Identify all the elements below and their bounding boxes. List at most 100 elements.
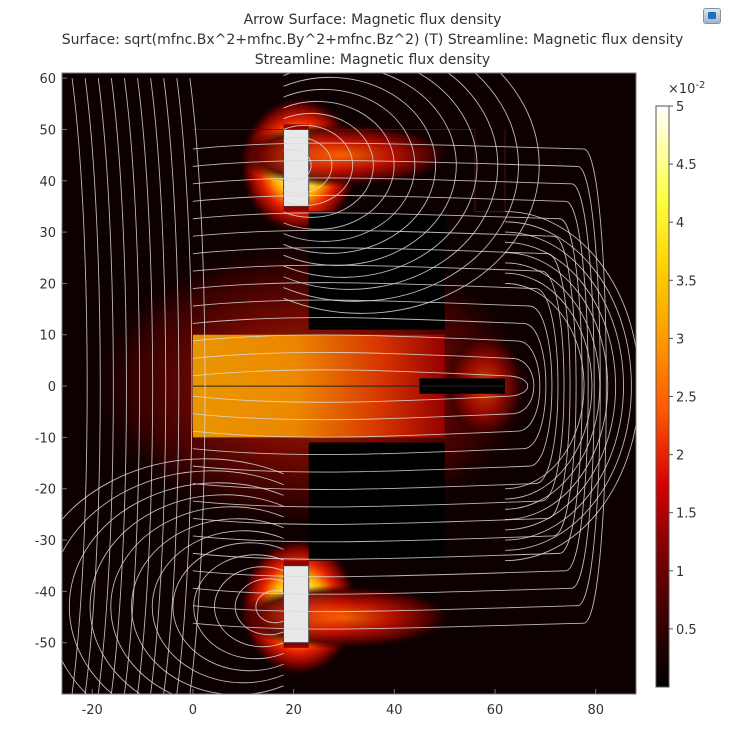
streamline — [283, 100, 395, 230]
streamline — [163, 78, 180, 694]
y-tick-label: -30 — [35, 534, 56, 549]
window-upper — [308, 211, 445, 330]
y-tick-label: 30 — [39, 226, 56, 241]
streamline — [505, 272, 593, 500]
streamline — [172, 542, 284, 672]
streamline — [131, 518, 284, 694]
streamline — [192, 177, 595, 595]
streamline — [505, 282, 585, 490]
streamline — [151, 530, 284, 684]
y-tick-label: 40 — [39, 175, 56, 190]
colorbar-tick-label: 4.5 — [676, 158, 697, 173]
colorbar-gradient — [655, 105, 670, 688]
streamline — [192, 194, 589, 578]
y-tick-label: -40 — [35, 585, 56, 600]
streamline — [505, 252, 609, 520]
streamline — [192, 351, 535, 421]
y-tick-label: 50 — [39, 123, 56, 138]
x-tick-label: 0 — [189, 703, 197, 718]
x-tick-label: 40 — [386, 703, 403, 718]
streamline — [505, 262, 601, 510]
streamline — [192, 247, 571, 525]
colorbar-tick-label: 4 — [676, 216, 684, 231]
streamline — [97, 78, 114, 694]
streamline — [255, 590, 284, 624]
streamline — [192, 229, 577, 543]
colorbar-tick-label: 2 — [676, 449, 684, 464]
streamline — [84, 78, 101, 694]
streamline — [192, 369, 528, 403]
streamline — [505, 231, 624, 541]
x-tick-label: 60 — [487, 703, 504, 718]
colorbar-tick-label: 2.5 — [676, 391, 697, 406]
streamline — [110, 78, 127, 694]
x-tick-label: 80 — [587, 703, 604, 718]
x-tick-label: 20 — [285, 703, 302, 718]
colorbar-ticks: 5 4.5 4 3.5 3 2.5 2 1.5 1 0.5 — [669, 100, 697, 638]
streamline — [283, 136, 333, 194]
streamline — [192, 334, 541, 438]
streamline — [89, 494, 284, 694]
y-tick-label: 60 — [39, 72, 56, 87]
y-tick-label: 20 — [39, 277, 56, 292]
coil-upper-cap — [283, 124, 309, 130]
streamline — [123, 78, 140, 694]
colorbar: ×10-2 5 4.5 4 3.5 3 2.5 2 1.5 1 0.5 — [655, 80, 705, 688]
streamline — [192, 212, 583, 560]
coil-lower-cap-bottom — [283, 642, 309, 648]
streamline — [193, 554, 284, 660]
streamline — [192, 282, 559, 490]
plot-titles: Arrow Surface: Magnetic flux density Sur… — [0, 10, 745, 70]
y-axis: 60 50 40 30 20 10 0 -10 -20 -30 -40 -50 — [35, 72, 67, 652]
streamline — [283, 112, 374, 218]
streamline — [283, 73, 499, 290]
streamline — [176, 78, 193, 694]
y-tick-label: 10 — [39, 329, 56, 344]
coil-upper-cap-bottom — [283, 206, 309, 212]
plot-area — [62, 73, 636, 694]
streamline — [283, 73, 457, 266]
streamline — [192, 317, 547, 456]
plot-frame — [61, 72, 637, 695]
streamline — [283, 73, 478, 278]
colorbar-tick-label: 5 — [676, 100, 684, 115]
x-axis: -20 0 20 40 60 80 — [82, 689, 604, 718]
streamline — [62, 470, 284, 694]
x-tick-label: -20 — [82, 703, 103, 718]
streamline — [283, 73, 540, 314]
title-line-1: Arrow Surface: Magnetic flux density — [243, 12, 502, 28]
colorbar-tick-label: 3 — [676, 332, 684, 347]
streamline — [71, 78, 88, 694]
field-glow-upper-arm — [233, 123, 454, 188]
coil-lower — [283, 565, 310, 644]
y-tick-label: 0 — [48, 380, 56, 395]
streamline — [505, 221, 632, 551]
streamline — [234, 578, 284, 636]
streamline — [110, 506, 284, 694]
coil-upper — [283, 128, 310, 207]
streamline — [505, 241, 617, 531]
streamline — [283, 124, 354, 206]
comsol-plot-icon[interactable] — [703, 8, 721, 24]
streamline — [62, 458, 284, 694]
title-line-3: Streamline: Magnetic flux density — [254, 52, 491, 68]
y-tick-label: -20 — [35, 483, 56, 498]
colorbar-tick-label: 0.5 — [676, 623, 697, 638]
title-line-2: Surface: sqrt(mfnc.Bx^2+mfnc.By^2+mfnc.B… — [61, 32, 684, 48]
coil-lower-cap — [283, 560, 309, 566]
colorbar-tick-label: 3.5 — [676, 274, 697, 289]
y-tick-label: -50 — [35, 637, 56, 652]
streamline — [283, 88, 416, 242]
field-glow-lower-arm — [233, 585, 454, 650]
streamline — [505, 211, 636, 562]
window-lower — [308, 442, 445, 561]
streamline — [213, 566, 284, 648]
y-tick-label: -10 — [35, 431, 56, 446]
streamline — [189, 78, 206, 694]
colorbar-tick-label: 1.5 — [676, 507, 697, 522]
streamline — [283, 76, 437, 254]
streamline — [150, 78, 167, 694]
streamline — [137, 78, 154, 694]
streamline — [283, 148, 312, 182]
